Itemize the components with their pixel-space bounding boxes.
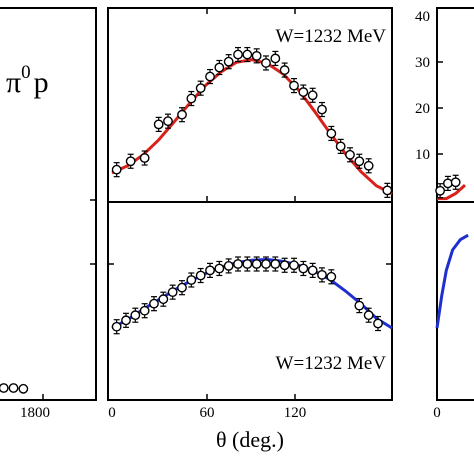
middle-top-data-point bbox=[326, 128, 337, 139]
middle-top-data-point bbox=[298, 87, 309, 97]
right-ytick-label-40: 40 bbox=[415, 9, 430, 25]
middle-bottom-annotation: W=1232 MeV bbox=[276, 353, 387, 374]
middle-top-data-point bbox=[307, 90, 318, 101]
middle-bottom-data-point bbox=[354, 300, 365, 311]
middle-top-data-point bbox=[125, 156, 136, 167]
left-panel: π0 p 1800 bbox=[0, 7, 97, 421]
middle-top-data-point bbox=[335, 141, 346, 152]
middle-bottom-data-point bbox=[270, 259, 281, 269]
right-bottom-plot bbox=[435, 233, 469, 329]
right-top-curve bbox=[437, 183, 467, 201]
right-ytick-label-30: 30 bbox=[415, 55, 430, 71]
right-top-plot bbox=[435, 174, 467, 201]
middle-bottom-data-point bbox=[111, 321, 122, 332]
middle-bottom-data-point bbox=[205, 265, 215, 276]
middle-bottom-data-point bbox=[186, 275, 197, 285]
middle-bottom-data-point bbox=[233, 259, 243, 269]
middle-bottom-data-point bbox=[139, 305, 150, 316]
right-ytick-label-10: 10 bbox=[415, 147, 430, 163]
middle-top-data-point bbox=[242, 49, 253, 60]
middle-panel-frame bbox=[107, 7, 393, 401]
middle-top-data-point bbox=[186, 93, 197, 104]
left-panel-points bbox=[0, 383, 29, 394]
middle-panel: W=1232 MeV W=1232 MeV 0 60 120 θ (deg.) bbox=[107, 7, 393, 452]
middle-bottom-data-point bbox=[242, 259, 253, 269]
middle-bottom-data-point bbox=[298, 263, 309, 274]
middle-top-annotation: W=1232 MeV bbox=[276, 26, 387, 47]
middle-top-data-point bbox=[163, 116, 173, 127]
middle-bottom-data-point bbox=[121, 315, 131, 326]
middle-bottom-data-point bbox=[317, 269, 327, 280]
middle-xtick-label-0: 0 bbox=[108, 405, 116, 421]
middle-xtick-label-60: 60 bbox=[200, 405, 215, 421]
middle-top-data-point bbox=[214, 62, 225, 73]
middle-top-data-point bbox=[111, 164, 122, 175]
middle-top-data-point bbox=[195, 83, 206, 94]
left-panel-xtick-label: 1800 bbox=[20, 405, 50, 421]
middle-bottom-curve bbox=[111, 257, 393, 330]
middle-top-data-point bbox=[261, 58, 271, 68]
middle-bottom-data-point bbox=[223, 261, 234, 271]
right-panel-frame bbox=[436, 7, 474, 401]
left-panel-data-point bbox=[18, 383, 29, 394]
middle-top-data-point bbox=[270, 53, 281, 64]
middle-top-data-point bbox=[363, 160, 374, 171]
right-bottom-curve bbox=[435, 233, 469, 329]
middle-bottom-data-point bbox=[261, 259, 271, 269]
right-top-data-point bbox=[442, 178, 453, 189]
middle-bottom-data-point bbox=[214, 263, 225, 274]
middle-top-data-point bbox=[205, 71, 215, 82]
middle-bottom-data-point bbox=[279, 260, 290, 271]
middle-bottom-data-point bbox=[289, 260, 299, 271]
reaction-label: π0 p bbox=[6, 62, 49, 99]
middle-bottom-data-point bbox=[307, 265, 318, 276]
middle-top-data-point bbox=[223, 56, 234, 67]
middle-top-data-point bbox=[251, 50, 262, 61]
middle-top-data-point bbox=[153, 119, 164, 130]
middle-top-plot bbox=[111, 46, 393, 198]
middle-bottom-data-point bbox=[251, 259, 262, 269]
middle-top-data-point bbox=[177, 109, 187, 120]
middle-bottom-data-point bbox=[195, 270, 206, 281]
middle-top-data-point bbox=[289, 80, 299, 91]
right-top-data-point bbox=[450, 177, 461, 188]
middle-bottom-data-point bbox=[177, 282, 187, 293]
x-axis-title: θ (deg.) bbox=[216, 427, 284, 452]
middle-bottom-data-point bbox=[363, 310, 374, 321]
middle-top-data-point bbox=[233, 49, 243, 60]
right-ytick-label-20: 20 bbox=[415, 101, 430, 117]
middle-top-data-point bbox=[382, 185, 393, 196]
right-xtick-label-0: 0 bbox=[433, 405, 441, 421]
middle-top-curve bbox=[111, 58, 393, 195]
middle-top-data-point bbox=[139, 153, 150, 163]
left-panel-data-point bbox=[8, 383, 19, 393]
middle-top-data-point bbox=[354, 156, 365, 167]
left-panel-frame bbox=[0, 7, 97, 401]
middle-bottom-data-point bbox=[373, 318, 383, 329]
left-panel-data-point bbox=[0, 383, 9, 393]
right-top-data-point bbox=[435, 185, 446, 196]
middle-bottom-data-point bbox=[326, 271, 337, 282]
middle-top-data-point bbox=[317, 104, 327, 115]
middle-bottom-data-point bbox=[149, 298, 159, 309]
middle-top-data-point bbox=[345, 149, 355, 160]
middle-top-data-point bbox=[279, 65, 290, 75]
right-panel: 10 20 30 40 0 bbox=[415, 7, 474, 421]
middle-bottom-data-point bbox=[130, 310, 141, 321]
middle-bottom-data-point bbox=[158, 294, 169, 305]
middle-bottom-data-point bbox=[167, 287, 178, 298]
middle-xtick-label-120: 120 bbox=[284, 405, 307, 421]
middle-bottom-plot bbox=[111, 256, 393, 335]
